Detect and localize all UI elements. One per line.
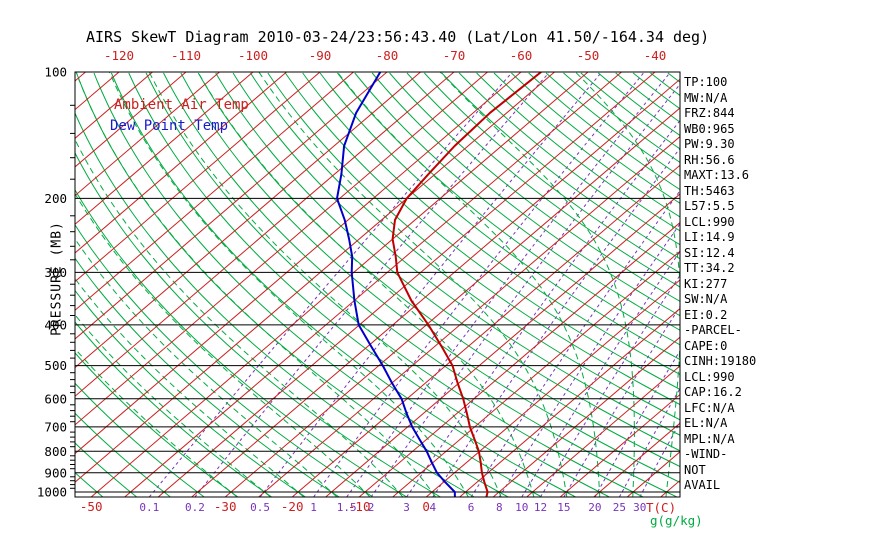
mixing-ratio-labels: 0.1 0.2 0.5 1 1.5 2 3 4 6 8 10 12 15 20 25 30 bbox=[139, 501, 646, 514]
stat-line: CINH:19180 bbox=[684, 354, 757, 368]
svg-text:-10: -10 bbox=[348, 499, 371, 514]
mixing-ratio-lines bbox=[148, 72, 680, 497]
svg-text:1000: 1000 bbox=[37, 485, 67, 500]
ambient-air-temp-curve bbox=[391, 72, 542, 497]
stat-line: RH:56.6 bbox=[684, 152, 735, 167]
dew-point-temp-curve bbox=[336, 72, 456, 497]
stat-line: -WIND- bbox=[684, 447, 728, 461]
pressure-minor-ticks bbox=[70, 104, 75, 489]
svg-text:-30: -30 bbox=[214, 499, 237, 514]
stat-line: TP:100 bbox=[684, 75, 728, 89]
svg-text:-60: -60 bbox=[510, 48, 533, 63]
svg-text:-70: -70 bbox=[443, 48, 466, 63]
svg-text:-110: -110 bbox=[171, 48, 201, 63]
svg-text:300: 300 bbox=[44, 265, 67, 280]
svg-text:600: 600 bbox=[44, 391, 67, 406]
stat-line: LCL:990 bbox=[684, 369, 735, 384]
pressure-tick-labels: 100 200 300 400 500 600 700 800 900 1000 bbox=[37, 65, 67, 500]
pressure-axis-label: PRESSURE (MB) bbox=[49, 221, 65, 336]
stat-line: EL:N/A bbox=[684, 416, 728, 430]
stat-line: SI:12.4 bbox=[684, 245, 735, 260]
svg-text:-90: -90 bbox=[309, 48, 332, 63]
svg-text:500: 500 bbox=[44, 358, 67, 373]
svg-text:10: 10 bbox=[515, 501, 528, 514]
svg-text:6: 6 bbox=[468, 501, 475, 514]
svg-text:0: 0 bbox=[422, 499, 430, 514]
isotherms bbox=[75, 72, 680, 497]
stat-line: NOT bbox=[684, 462, 706, 477]
svg-text:3: 3 bbox=[403, 501, 410, 514]
svg-text:1.5: 1.5 bbox=[337, 501, 357, 514]
stat-line: LFC:N/A bbox=[684, 400, 735, 415]
svg-text:0.2: 0.2 bbox=[185, 501, 205, 514]
svg-text:-40: -40 bbox=[644, 48, 667, 63]
svg-text:0.1: 0.1 bbox=[139, 501, 159, 514]
stat-line: TH:5463 bbox=[684, 183, 735, 198]
chart-title: AIRS SkewT Diagram 2010-03-24/23:56:43.4… bbox=[86, 28, 710, 46]
stat-line: KI:277 bbox=[684, 276, 728, 291]
svg-text:700: 700 bbox=[44, 419, 67, 434]
legend-ambient-air-temp: Ambient Air Temp bbox=[114, 97, 249, 113]
stat-line: CAP:16.2 bbox=[684, 385, 742, 399]
stat-line: LCL:990 bbox=[684, 214, 735, 229]
stat-line: MW:N/A bbox=[684, 90, 728, 105]
stat-line: FRZ:844 bbox=[684, 106, 735, 120]
temp-unit-label: T(C) bbox=[646, 500, 677, 515]
svg-text:8: 8 bbox=[496, 501, 503, 514]
svg-text:-50: -50 bbox=[577, 48, 600, 63]
svg-text:12: 12 bbox=[534, 501, 547, 514]
svg-text:20: 20 bbox=[588, 501, 601, 514]
isobars bbox=[75, 72, 680, 493]
svg-text:4: 4 bbox=[429, 501, 436, 514]
svg-text:2: 2 bbox=[368, 501, 375, 514]
stat-line: LI:14.9 bbox=[684, 230, 735, 244]
svg-text:-50: -50 bbox=[80, 499, 103, 514]
bottom-temp-labels: -50 -30 -20 -10 0 bbox=[80, 499, 430, 514]
stat-line: CAPE:0 bbox=[684, 338, 728, 353]
svg-text:900: 900 bbox=[44, 465, 67, 480]
svg-text:0.5: 0.5 bbox=[250, 501, 270, 514]
legend-dew-point-temp: Dew Point Temp bbox=[110, 118, 229, 134]
svg-text:-80: -80 bbox=[376, 48, 399, 63]
stat-line: TT:34.2 bbox=[684, 261, 735, 275]
svg-text:25: 25 bbox=[613, 501, 626, 514]
svg-text:30: 30 bbox=[633, 501, 646, 514]
mixing-unit-label: g(g/kg) bbox=[650, 513, 703, 528]
stat-line: MAXT:13.6 bbox=[684, 168, 750, 182]
stat-line: -PARCEL- bbox=[684, 323, 742, 337]
svg-text:1: 1 bbox=[310, 501, 317, 514]
svg-text:100: 100 bbox=[44, 65, 67, 80]
svg-text:-120: -120 bbox=[104, 48, 134, 63]
stat-line: PW:9.30 bbox=[684, 137, 735, 151]
stat-line: EI:0.2 bbox=[684, 307, 728, 322]
stats-panel: TP:100 MW:N/A FRZ:844 WB0:965 PW:9.30 RH:56.6… bbox=[684, 75, 756, 494]
stat-line: SW:N/A bbox=[684, 292, 728, 306]
svg-text:15: 15 bbox=[557, 501, 570, 514]
svg-text:-20: -20 bbox=[281, 499, 304, 514]
svg-text:800: 800 bbox=[44, 444, 67, 459]
top-temp-labels: -120 -110 -100 -90 -80 -70 -60 -50 -40 bbox=[104, 48, 666, 63]
svg-text:400: 400 bbox=[44, 317, 67, 332]
svg-text:-100: -100 bbox=[238, 48, 268, 63]
stat-line: L57:5.5 bbox=[684, 199, 735, 213]
svg-text:200: 200 bbox=[44, 191, 67, 206]
plot-area bbox=[75, 72, 680, 497]
stat-line: AVAIL bbox=[684, 478, 721, 492]
stat-line: MPL:N/A bbox=[684, 431, 735, 446]
stat-line: WB0:965 bbox=[684, 121, 735, 136]
